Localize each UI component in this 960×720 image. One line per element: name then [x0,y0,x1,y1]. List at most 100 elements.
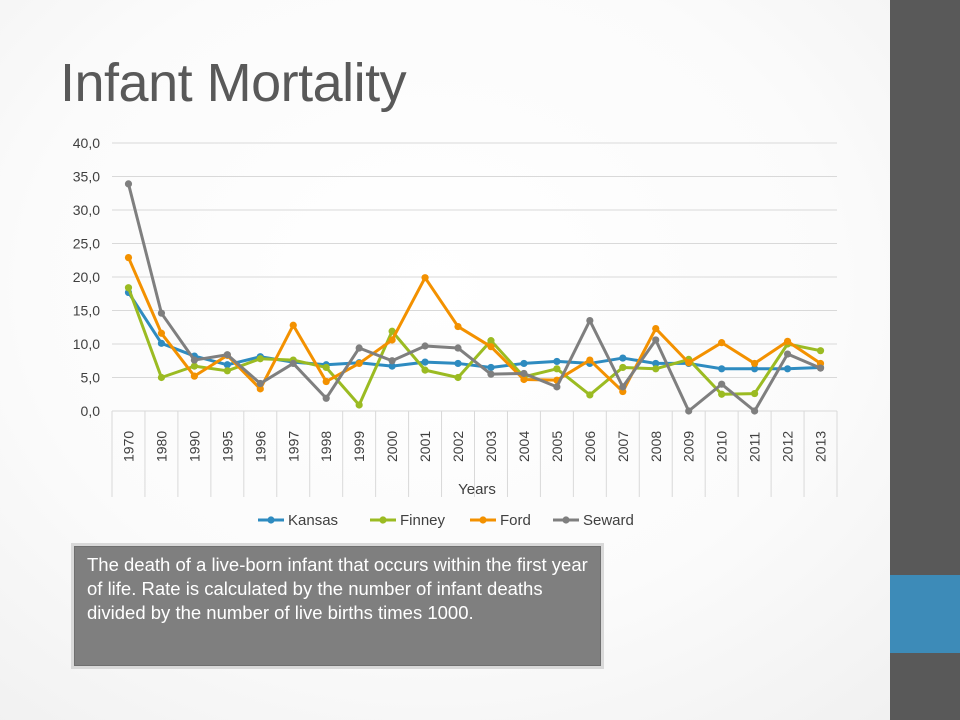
data-point [816,364,825,372]
data-point [652,365,660,373]
data-point [652,324,660,333]
data-point [586,391,594,399]
legend-label: Seward [583,512,634,529]
x-tick-label: 1997 [285,431,301,462]
legend-label: Finney [400,512,446,529]
series-line [127,287,821,407]
data-point [124,253,133,262]
data-point [388,357,396,365]
data-point [124,284,133,292]
legend-entry-kansas: Kansas [258,512,338,529]
series-line [127,256,822,394]
sidebar-accent-block [890,575,960,653]
data-point [718,339,726,347]
x-tick-label: 2008 [648,431,664,462]
definition-text: The death of a live-born infant that occ… [87,554,588,623]
legend-label: Kansas [288,512,338,529]
x-tick-label: 2005 [549,431,565,462]
data-point [388,336,396,344]
data-point [783,350,792,358]
data-point [355,344,363,352]
line-chart: 0,05,010,015,020,025,030,035,040,0 1970 1… [73,135,838,529]
data-point [223,367,231,375]
data-point [388,327,396,335]
x-tick-label: 2009 [681,431,697,462]
data-point [190,372,198,380]
data-point [388,362,396,370]
series-line [127,183,822,413]
data-point [454,322,462,331]
chart-gridlines [111,142,838,497]
data-point [256,379,264,388]
data-point [652,336,660,344]
x-tick-label: 1995 [219,431,235,462]
data-point [816,347,825,355]
data-point [751,359,759,368]
data-point [322,377,330,386]
x-tick-label: 2013 [813,431,829,462]
x-tick-label: 2006 [582,431,598,462]
data-point [289,321,297,329]
data-point [487,337,495,345]
series-finney [124,284,825,409]
x-tick-label: 2004 [516,431,532,462]
data-point [783,365,792,373]
data-point [685,407,693,415]
y-tick-label: 20,0 [73,269,100,285]
y-tick-label: 0,0 [81,403,101,419]
data-point [157,329,166,337]
legend-swatch-marker [479,516,487,524]
data-point [520,369,528,378]
data-point [256,385,264,393]
y-tick-label: 15,0 [73,303,100,319]
data-point [124,180,133,188]
data-point [190,362,198,370]
data-point [652,359,660,368]
x-tick-label: 2007 [615,431,631,462]
data-point [322,363,330,372]
slide-title: Infant Mortality [60,53,407,113]
data-point [454,359,462,368]
legend-swatch-marker [562,516,570,524]
legend-swatch-marker [267,516,275,524]
x-tick-label: 2000 [384,431,400,462]
y-tick-label: 25,0 [73,236,100,252]
legend-entry-ford: Ford [470,512,531,529]
data-point [487,363,495,372]
data-point [751,407,759,415]
data-point [157,309,166,317]
data-point [718,390,726,398]
x-tick-label: 1998 [318,431,334,462]
chart-series [124,180,825,415]
data-point [553,365,561,373]
data-point [223,351,231,359]
legend-swatch-marker [379,516,387,524]
data-point [157,373,166,382]
definition-box: The death of a live-born infant that occ… [71,543,604,669]
data-point [718,380,726,388]
y-tick-label: 40,0 [73,135,100,151]
x-tick-label: 1980 [153,431,169,462]
data-point [289,359,297,368]
data-point [223,361,231,369]
data-point [421,342,429,350]
data-point [421,274,429,282]
x-tick-label: 2001 [417,431,433,462]
data-point [718,365,726,373]
x-tick-label: 2012 [780,431,796,462]
series-line [127,291,821,371]
legend-entry-seward: Seward [553,512,634,529]
data-point [421,358,429,366]
y-axis-tick-labels: 0,0 5,0 10,0 15,0 20,0 25,0 30,0 35,0 40,0 [73,135,100,419]
x-tick-label: 1999 [351,431,367,462]
y-tick-label: 30,0 [73,202,100,218]
data-point [783,337,792,345]
data-point [487,370,495,378]
data-point [751,389,759,398]
x-tick-label: 2010 [714,431,730,462]
data-point [586,316,594,325]
y-tick-label: 35,0 [73,169,100,185]
x-axis-label: Years [458,481,496,498]
x-axis-tick-labels: 1970 1980 1990 1995 1996 1997 1998 1999 2000 2001… [120,431,828,462]
data-point [190,356,198,364]
